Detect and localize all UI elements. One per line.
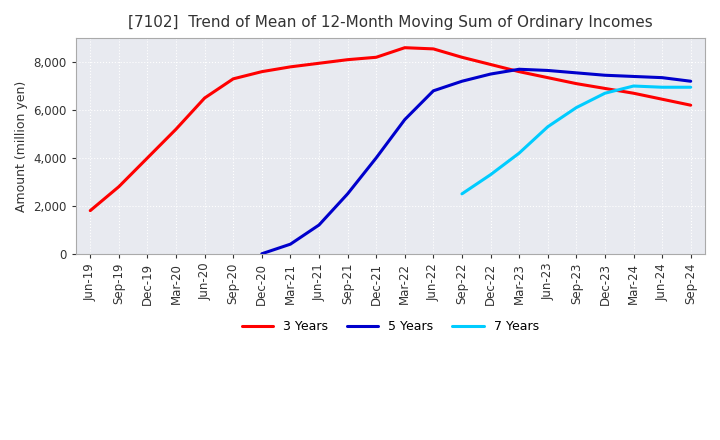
3 Years: [600, 86, 609, 91]
3 Years: [258, 69, 266, 74]
5 Years: [572, 70, 580, 76]
7 Years: [544, 124, 552, 129]
Y-axis label: Amount (million yen): Amount (million yen): [15, 81, 28, 212]
Line: 3 Years: 3 Years: [90, 48, 690, 211]
3 Years: [572, 81, 580, 86]
7 Years: [458, 191, 467, 197]
7 Years: [486, 172, 495, 177]
3 Years: [343, 57, 352, 62]
3 Years: [143, 155, 152, 161]
5 Years: [515, 66, 523, 72]
5 Years: [372, 155, 380, 161]
7 Years: [572, 105, 580, 110]
3 Years: [658, 96, 667, 102]
3 Years: [429, 46, 438, 51]
5 Years: [286, 242, 294, 247]
5 Years: [486, 71, 495, 77]
5 Years: [400, 117, 409, 122]
3 Years: [372, 55, 380, 60]
5 Years: [429, 88, 438, 93]
5 Years: [458, 79, 467, 84]
5 Years: [686, 79, 695, 84]
7 Years: [658, 84, 667, 90]
5 Years: [258, 251, 266, 257]
5 Years: [629, 74, 638, 79]
3 Years: [86, 208, 94, 213]
7 Years: [515, 150, 523, 156]
Legend: 3 Years, 5 Years, 7 Years: 3 Years, 5 Years, 7 Years: [237, 315, 544, 338]
7 Years: [629, 84, 638, 89]
3 Years: [458, 55, 467, 60]
3 Years: [629, 91, 638, 96]
3 Years: [686, 103, 695, 108]
3 Years: [315, 61, 323, 66]
5 Years: [315, 222, 323, 227]
3 Years: [171, 127, 180, 132]
5 Years: [658, 75, 667, 80]
7 Years: [600, 91, 609, 96]
3 Years: [229, 76, 238, 81]
5 Years: [544, 68, 552, 73]
Line: 7 Years: 7 Years: [462, 86, 690, 194]
3 Years: [400, 45, 409, 50]
5 Years: [343, 191, 352, 197]
3 Years: [544, 75, 552, 80]
3 Years: [286, 64, 294, 70]
Line: 5 Years: 5 Years: [262, 69, 690, 254]
3 Years: [200, 95, 209, 101]
3 Years: [515, 69, 523, 74]
7 Years: [686, 84, 695, 90]
5 Years: [600, 73, 609, 78]
Title: [7102]  Trend of Mean of 12-Month Moving Sum of Ordinary Incomes: [7102] Trend of Mean of 12-Month Moving …: [128, 15, 653, 30]
3 Years: [114, 184, 123, 189]
3 Years: [486, 62, 495, 67]
